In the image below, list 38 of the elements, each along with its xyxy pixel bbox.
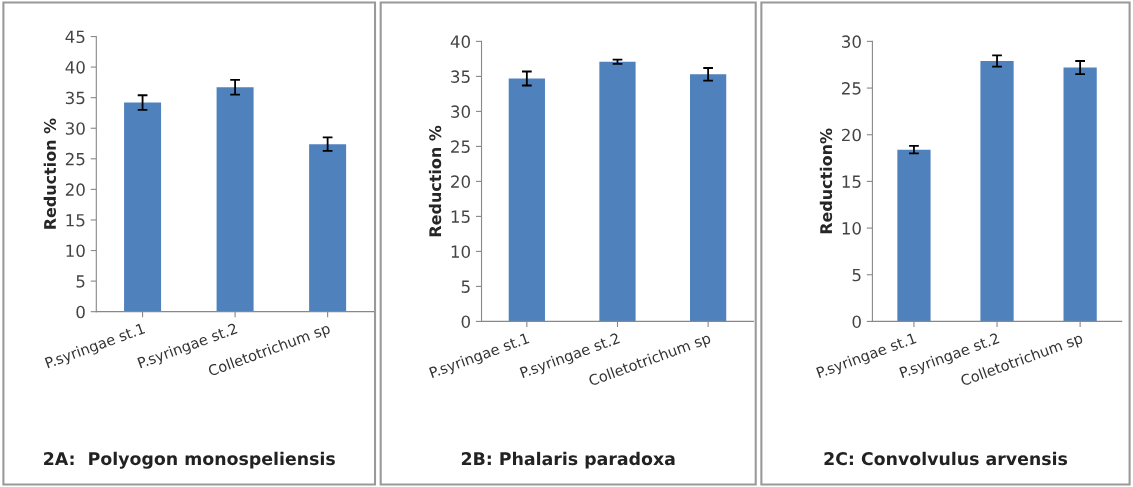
- y-tick-label: 0: [852, 315, 861, 328]
- y-tick-label: 25: [451, 140, 470, 153]
- y-tick-label: 20: [451, 175, 470, 188]
- bar: [897, 149, 931, 322]
- y-tick-label: 35: [451, 70, 470, 83]
- bar: [124, 102, 162, 312]
- y-tick-label: 10: [66, 244, 85, 258]
- y-tick-label: 45: [65, 30, 85, 44]
- y-axis-title: Reduction %: [428, 125, 442, 237]
- text: 2C: Convolvulus arvensis: [824, 451, 1068, 466]
- y-tick-label: 0: [461, 315, 470, 328]
- y-tick-label: 10: [842, 222, 861, 235]
- y-tick-label: 20: [65, 183, 85, 196]
- y-tick-label: 30: [65, 122, 85, 135]
- y-axis-title: Reduction%: [819, 128, 833, 234]
- bar: [309, 144, 347, 312]
- text: 2A: Polyogon monospeliensis: [44, 451, 335, 469]
- text: 2B: Phalaris paradoxa: [461, 451, 675, 469]
- y-tick-label: 15: [842, 175, 861, 188]
- bar: [980, 61, 1014, 322]
- y-tick-label: 15: [66, 214, 85, 227]
- y-tick-label: 5: [461, 280, 470, 293]
- y-tick-label: 40: [450, 35, 470, 48]
- y-tick-label: 40: [65, 61, 85, 74]
- y-tick-label: 5: [852, 268, 861, 282]
- y-tick-label: 35: [65, 91, 85, 105]
- y-tick-label: 15: [451, 210, 470, 223]
- y-tick-label: 25: [65, 152, 85, 166]
- y-tick-label: 20: [842, 128, 861, 142]
- bar: [216, 87, 254, 312]
- bar: [1063, 67, 1097, 322]
- y-axis-title: Reduction %: [43, 118, 57, 229]
- y-tick-label: 10: [451, 245, 470, 258]
- y-tick-label: 25: [842, 82, 861, 95]
- y-tick-label: 5: [76, 275, 85, 288]
- y-tick-label: 30: [451, 105, 470, 118]
- y-tick-label: 30: [842, 35, 861, 48]
- y-tick-label: 0: [76, 305, 85, 319]
